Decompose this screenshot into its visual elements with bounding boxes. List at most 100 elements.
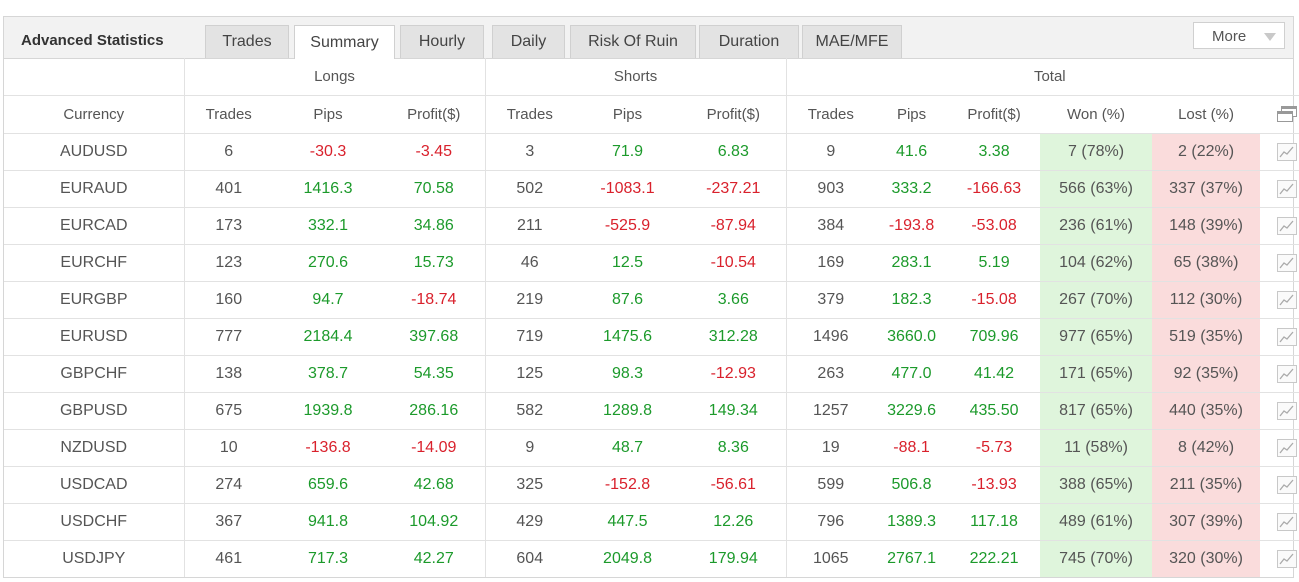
line-chart-icon[interactable] (1276, 290, 1297, 309)
cell-currency: EURCHF (4, 244, 185, 282)
table-row: AUDUSD 6 -30.3 -3.45 3 71.9 6.83 9 41.6 3.38 7 (78… (4, 133, 1299, 171)
cell-lost: 440 (35%) (1152, 392, 1261, 430)
cell-chart (1260, 318, 1299, 356)
cell-long-trades: 160 (184, 281, 273, 319)
cell-short-pips: -152.8 (574, 466, 682, 504)
cell-total-trades: 169 (786, 244, 876, 282)
cell-long-profit: 397.68 (383, 318, 486, 356)
table-row: USDCHF 367 941.8 104.92 429 447.5 12.26 796 1389… (4, 503, 1299, 541)
tab-summary[interactable]: Summary (294, 25, 395, 59)
advanced-statistics-panel: Advanced Statistics Trades Summary Hourl… (3, 16, 1299, 578)
cell-short-pips: 98.3 (574, 355, 682, 393)
cell-long-trades: 461 (184, 540, 273, 577)
line-chart-icon[interactable] (1276, 216, 1297, 235)
cell-long-pips: 717.3 (273, 540, 383, 577)
line-chart-icon[interactable] (1276, 475, 1297, 494)
cell-total-pips: 477.0 (875, 355, 949, 393)
cell-total-trades: 1065 (786, 540, 876, 577)
cell-long-trades: 6 (184, 133, 273, 171)
cell-long-pips: 2184.4 (273, 318, 383, 356)
cell-long-pips: 378.7 (273, 355, 383, 393)
cell-long-trades: 173 (184, 207, 273, 245)
cell-total-profit: 435.50 (948, 392, 1041, 430)
line-chart-icon[interactable] (1276, 438, 1297, 457)
group-header-longs: Longs (184, 58, 486, 96)
tab-duration[interactable]: Duration (699, 25, 799, 58)
cell-short-trades: 211 (485, 207, 575, 245)
line-chart-icon[interactable] (1276, 142, 1297, 161)
cell-short-pips: 71.9 (574, 133, 682, 171)
col-total-pips: Pips (875, 95, 949, 134)
cell-chart (1260, 429, 1299, 467)
cell-total-trades: 9 (786, 133, 876, 171)
cell-currency: EURAUD (4, 170, 185, 208)
cell-short-trades: 125 (485, 355, 575, 393)
line-chart-icon[interactable] (1276, 253, 1297, 272)
more-dropdown[interactable]: More (1193, 22, 1285, 49)
cell-chart (1260, 207, 1299, 245)
col-won: Won (%) (1040, 95, 1153, 134)
cell-lost: 8 (42%) (1152, 429, 1261, 467)
cell-long-pips: 332.1 (273, 207, 383, 245)
table-row: EURGBP 160 94.7 -18.74 219 87.6 3.66 379 182.3 -1… (4, 281, 1299, 319)
line-chart-icon[interactable] (1276, 364, 1297, 383)
cell-short-trades: 9 (485, 429, 575, 467)
tab-hourly[interactable]: Hourly (400, 25, 484, 58)
cell-lost: 65 (38%) (1152, 244, 1261, 282)
cell-lost: 211 (35%) (1152, 466, 1261, 504)
cell-currency: GBPUSD (4, 392, 185, 430)
cell-short-pips: 1289.8 (574, 392, 682, 430)
cell-total-profit: 41.42 (948, 355, 1041, 393)
line-chart-icon[interactable] (1276, 512, 1297, 531)
col-long-profit: Profit($) (383, 95, 486, 134)
cell-long-trades: 274 (184, 466, 273, 504)
table-row: EURCHF 123 270.6 15.73 46 12.5 -10.54 169 283.1 5… (4, 244, 1299, 282)
cell-total-trades: 379 (786, 281, 876, 319)
windows-icon[interactable] (1275, 105, 1299, 125)
cell-won: 171 (65%) (1040, 355, 1153, 393)
cell-lost: 92 (35%) (1152, 355, 1261, 393)
col-long-trades: Trades (184, 95, 273, 134)
cell-short-trades: 582 (485, 392, 575, 430)
cell-total-pips: 506.8 (875, 466, 949, 504)
cell-short-profit: -237.21 (681, 170, 787, 208)
line-chart-icon[interactable] (1276, 327, 1297, 346)
cell-total-pips: -88.1 (875, 429, 949, 467)
cell-total-pips: 2767.1 (875, 540, 949, 577)
table-row: EURUSD 777 2184.4 397.68 719 1475.6 312.28 1496… (4, 318, 1299, 356)
cell-long-profit: 104.92 (383, 503, 486, 541)
tab-risk-of-ruin[interactable]: Risk Of Ruin (570, 25, 696, 58)
cell-total-profit: 709.96 (948, 318, 1041, 356)
cell-won: 267 (70%) (1040, 281, 1153, 319)
cell-long-trades: 367 (184, 503, 273, 541)
cell-long-pips: 659.6 (273, 466, 383, 504)
col-long-pips: Pips (273, 95, 383, 134)
cell-short-pips: -525.9 (574, 207, 682, 245)
line-chart-icon[interactable] (1276, 549, 1297, 568)
cell-won: 817 (65%) (1040, 392, 1153, 430)
line-chart-icon[interactable] (1276, 401, 1297, 420)
cell-long-profit: 286.16 (383, 392, 486, 430)
cell-total-pips: 41.6 (875, 133, 949, 171)
cell-total-trades: 384 (786, 207, 876, 245)
cell-long-pips: -136.8 (273, 429, 383, 467)
col-lost: Lost (%) (1152, 95, 1261, 134)
cell-total-trades: 599 (786, 466, 876, 504)
cell-long-profit: 15.73 (383, 244, 486, 282)
panel-header: Advanced Statistics Trades Summary Hourl… (4, 17, 1293, 59)
cell-total-trades: 263 (786, 355, 876, 393)
tab-trades[interactable]: Trades (205, 25, 289, 58)
tab-daily[interactable]: Daily (492, 25, 565, 58)
cell-won: 104 (62%) (1040, 244, 1153, 282)
cell-long-pips: 941.8 (273, 503, 383, 541)
line-chart-icon[interactable] (1276, 179, 1297, 198)
cell-total-profit: -166.63 (948, 170, 1041, 208)
cell-short-trades: 719 (485, 318, 575, 356)
cell-lost: 307 (39%) (1152, 503, 1261, 541)
cell-short-pips: 48.7 (574, 429, 682, 467)
cell-long-pips: 270.6 (273, 244, 383, 282)
cell-short-pips: 87.6 (574, 281, 682, 319)
cell-chart (1260, 540, 1299, 577)
tab-mae-mfe[interactable]: MAE/MFE (802, 25, 902, 58)
column-header-row: Currency Trades Pips Profit($) Trades Pi… (4, 95, 1299, 134)
